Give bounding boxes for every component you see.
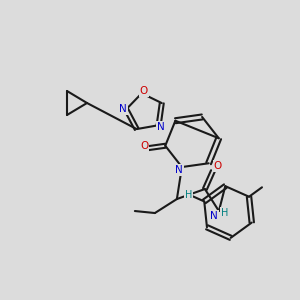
Text: O: O bbox=[140, 86, 148, 96]
Text: O: O bbox=[140, 141, 148, 151]
Text: H: H bbox=[221, 208, 229, 218]
Text: N: N bbox=[157, 122, 164, 132]
Text: N: N bbox=[175, 165, 183, 175]
Text: H: H bbox=[185, 190, 193, 200]
Text: O: O bbox=[214, 161, 222, 171]
Text: N: N bbox=[210, 211, 218, 221]
Text: N: N bbox=[119, 104, 127, 114]
